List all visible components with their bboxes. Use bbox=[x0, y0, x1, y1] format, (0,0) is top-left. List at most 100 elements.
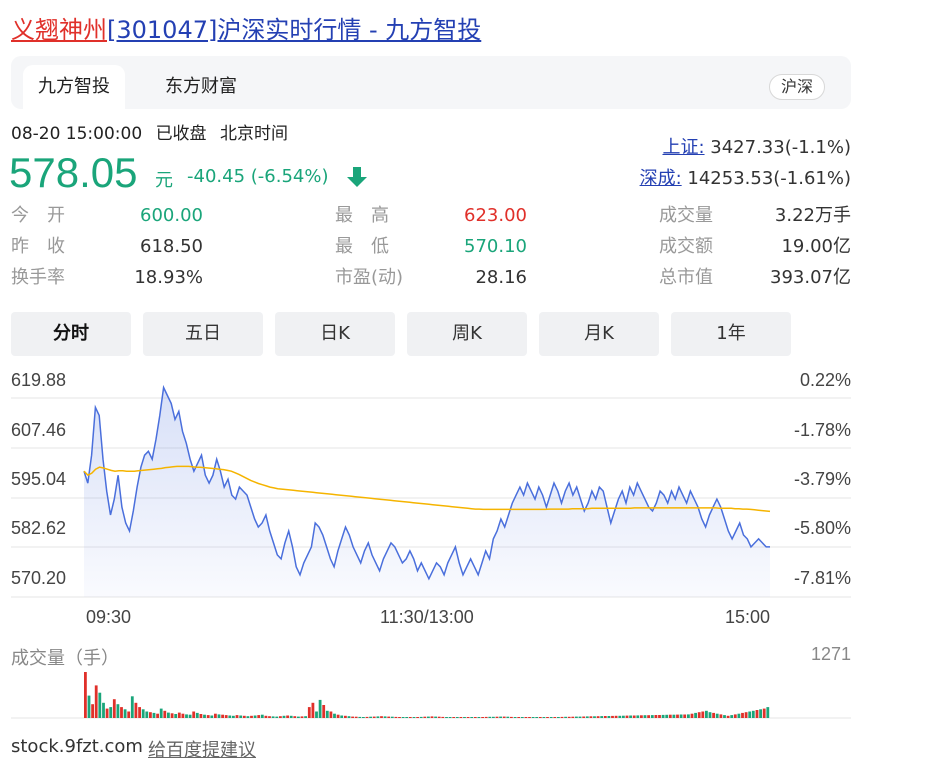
period-button-weekly[interactable]: 周K bbox=[407, 312, 527, 356]
volume-bar bbox=[715, 713, 719, 718]
volume-bar bbox=[538, 717, 542, 718]
volume-bar bbox=[658, 715, 661, 718]
volume-bar bbox=[390, 716, 394, 718]
period-button-monthly[interactable]: 月K bbox=[539, 312, 659, 356]
volume-bar bbox=[214, 713, 217, 718]
period-button-1year[interactable]: 1年 bbox=[671, 312, 791, 356]
volume-bar bbox=[593, 716, 596, 718]
volume-bar bbox=[372, 716, 376, 718]
tab-dongfang[interactable]: 东方财富 bbox=[165, 76, 237, 97]
volume-bar bbox=[279, 716, 282, 718]
volume-bar bbox=[520, 717, 524, 718]
volume-bar bbox=[152, 712, 156, 718]
volume-bar bbox=[640, 715, 643, 718]
volume-bar bbox=[98, 692, 102, 718]
stat-mktcap-label: 总市值 bbox=[659, 267, 713, 288]
stat-turnover-value: 18.93% bbox=[134, 267, 203, 288]
volume-bar bbox=[542, 717, 546, 718]
market-badge[interactable]: 沪深 bbox=[769, 74, 825, 100]
index-shenzhen-label[interactable]: 深成: bbox=[639, 168, 682, 189]
volume-bar bbox=[315, 711, 318, 718]
y-tick-right: -7.81% bbox=[793, 568, 851, 588]
volume-bar bbox=[253, 715, 257, 718]
volume-bar bbox=[434, 716, 437, 718]
volume-bar bbox=[149, 712, 152, 718]
volume-bar bbox=[625, 715, 629, 718]
index-shanghai[interactable]: 上证: 3427.33(-1.1%) bbox=[662, 136, 851, 160]
volume-bar bbox=[210, 715, 214, 718]
volume-bar bbox=[260, 714, 264, 718]
volume-bar bbox=[130, 696, 134, 718]
volume-bar bbox=[408, 717, 412, 718]
y-tick-left: 582.62 bbox=[11, 518, 67, 538]
stat-low-value: 570.10 bbox=[464, 236, 527, 257]
volume-bar bbox=[585, 716, 589, 718]
index-shenzhen-value: 14253.53(-1.61%) bbox=[687, 168, 851, 189]
tab-jiufang[interactable]: 九方智投 bbox=[23, 65, 125, 109]
price-change: -40.45 (-6.54%) bbox=[187, 166, 329, 187]
volume-bar bbox=[622, 715, 625, 718]
volume-bar bbox=[437, 716, 441, 718]
stock-name-link[interactable]: 义翘神州 bbox=[11, 16, 107, 44]
volume-bar bbox=[224, 715, 228, 718]
volume-bar bbox=[423, 716, 427, 718]
average-series-line bbox=[83, 465, 771, 513]
volume-bar bbox=[322, 705, 326, 718]
volume-bar bbox=[708, 712, 712, 718]
volume-bar bbox=[329, 711, 333, 718]
volume-bar bbox=[376, 716, 380, 718]
period-button-5day[interactable]: 五日 bbox=[143, 312, 263, 356]
down-arrow-icon bbox=[347, 167, 367, 187]
volume-bar bbox=[289, 715, 293, 718]
period-button-daily[interactable]: 日K bbox=[275, 312, 395, 356]
volume-bar bbox=[589, 716, 593, 718]
volume-bar bbox=[531, 717, 535, 718]
volume-bar bbox=[325, 710, 329, 718]
volume-bar bbox=[477, 717, 481, 718]
volume-bar bbox=[665, 714, 669, 718]
volume-bar bbox=[578, 716, 582, 718]
volume-bar bbox=[354, 716, 358, 718]
volume-bar bbox=[163, 710, 167, 718]
volume-bar bbox=[723, 715, 726, 718]
volume-bar bbox=[759, 709, 762, 718]
stat-amount-label: 成交额 bbox=[659, 236, 713, 257]
volume-bar bbox=[286, 715, 289, 718]
volume-bar bbox=[217, 714, 221, 718]
volume-bar bbox=[506, 716, 510, 718]
volume-bar bbox=[737, 713, 741, 718]
stat-pe-value: 28.16 bbox=[475, 267, 527, 288]
volume-bars bbox=[84, 672, 770, 718]
volume-bar bbox=[181, 713, 185, 718]
volume-bar bbox=[683, 714, 687, 718]
volume-bar bbox=[510, 716, 513, 718]
volume-bar bbox=[304, 716, 307, 718]
index-shenzhen[interactable]: 深成: 14253.53(-1.61%) bbox=[640, 167, 851, 191]
volume-bar bbox=[336, 714, 340, 718]
index-shanghai-label[interactable]: 上证: bbox=[662, 137, 705, 158]
period-button-intraday[interactable]: 分时 bbox=[11, 312, 131, 356]
volume-bar bbox=[741, 712, 744, 718]
volume-bar bbox=[347, 716, 351, 718]
volume-bar bbox=[380, 716, 383, 718]
page-title[interactable]: 义翘神州[301047]沪深实时行情 - 九方智投 bbox=[11, 14, 481, 46]
volume-bar bbox=[159, 708, 163, 718]
volume-bar bbox=[600, 716, 604, 718]
volume-bar bbox=[362, 717, 365, 718]
volume-bar bbox=[567, 716, 571, 718]
volume-max-label: 1271 bbox=[810, 644, 851, 664]
volume-bar bbox=[235, 715, 239, 718]
volume-bar bbox=[275, 716, 279, 718]
feedback-link[interactable]: 给百度提建议 bbox=[148, 740, 256, 761]
volume-bar bbox=[690, 713, 694, 718]
title-rest-link[interactable]: [301047]沪深实时行情 - 九方智投 bbox=[107, 16, 482, 44]
quote-meta: 08-20 15:00:00 已收盘 北京时间 bbox=[11, 122, 288, 146]
volume-bar bbox=[470, 717, 474, 718]
volume-bar bbox=[546, 717, 549, 718]
volume-bar bbox=[430, 716, 434, 718]
footer-source: stock.9fzt.com bbox=[11, 736, 143, 757]
price-series-line bbox=[83, 384, 770, 581]
volume-bar bbox=[553, 717, 557, 718]
y-tick-left: 607.46 bbox=[11, 420, 67, 440]
volume-bar bbox=[748, 711, 752, 718]
